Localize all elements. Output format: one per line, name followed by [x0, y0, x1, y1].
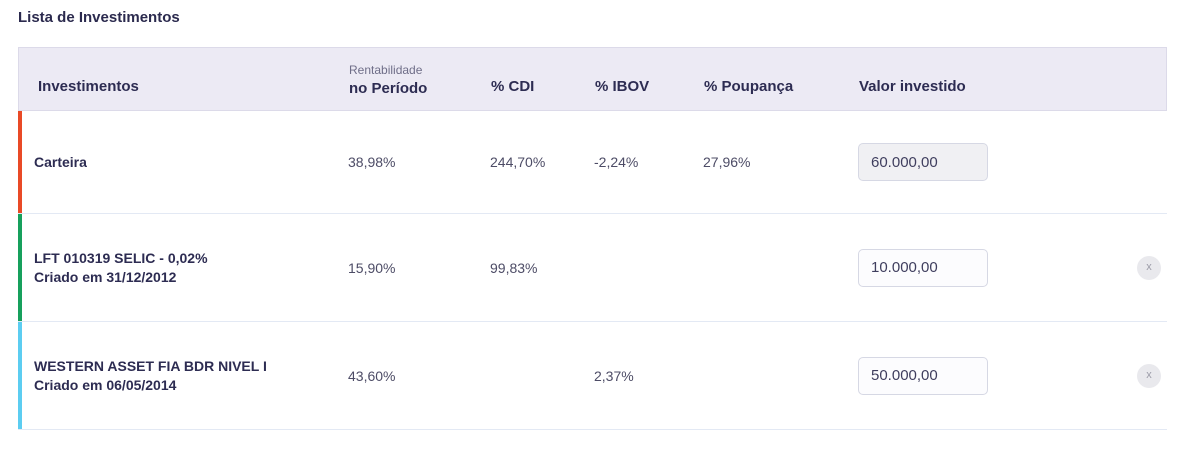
col-header-rentabilidade-label: Rentabilidade: [349, 63, 423, 77]
cdi-value: 244,70%: [490, 154, 546, 170]
cdi-value: [490, 322, 594, 429]
valor-investido-cell: [858, 111, 1008, 213]
rentabilidade-value: 38,98%: [348, 154, 396, 170]
col-header-ibov: % IBOV: [595, 78, 650, 95]
invested-amount-input[interactable]: [858, 356, 988, 395]
invested-amount-input[interactable]: [858, 248, 988, 287]
col-header-valor-investido: Valor investido: [859, 78, 966, 95]
investment-created-date: Criado em 31/12/2012: [34, 268, 177, 285]
valor-investido-cell: [858, 214, 1008, 321]
valor-investido-cell: [858, 322, 1008, 429]
table-row-carteira: Carteira 38,98% 244,70% -2,24% 27,96%: [18, 111, 1167, 214]
col-header-no-periodo-label: no Período: [349, 80, 428, 97]
remove-investment-button[interactable]: x: [1137, 255, 1161, 280]
col-header-rentabilidade-no-periodo: Rentabilidade no Período: [349, 48, 491, 110]
actions-cell: [1008, 111, 1167, 213]
col-header-poupanca: % Poupança: [704, 78, 794, 95]
row-accent-bar: [18, 322, 22, 429]
poupanca-value: 27,96%: [703, 154, 751, 170]
page-title: Lista de Investimentos: [18, 9, 180, 26]
table-header: Investimentos Rentabilidade no Período %…: [18, 47, 1167, 111]
investments-page: Lista de Investimentos Investimentos Ren…: [18, 9, 1167, 430]
cdi-value: 99,83%: [490, 259, 538, 276]
row-accent-bar: [18, 214, 22, 321]
investment-name-cell: Carteira: [18, 111, 348, 213]
investment-name: Carteira: [34, 153, 87, 170]
investment-name: LFT 010319 SELIC - 0,02%: [34, 249, 208, 266]
ibov-value: [594, 214, 703, 321]
table-row-western-asset: WESTERN ASSET FIA BDR NIVEL I Criado em …: [18, 322, 1167, 430]
actions-cell: x: [1008, 322, 1167, 429]
rentabilidade-value: 15,90%: [348, 259, 396, 276]
investment-name: WESTERN ASSET FIA BDR NIVEL I: [34, 357, 267, 374]
actions-cell: x: [1008, 214, 1167, 321]
investment-created-date: Criado em 06/05/2014: [34, 376, 177, 393]
investment-name-cell: LFT 010319 SELIC - 0,02% Criado em 31/12…: [18, 214, 348, 321]
ibov-value: -2,24%: [594, 154, 639, 170]
col-header-actions: [1009, 48, 1166, 110]
table-row-lft: LFT 010319 SELIC - 0,02% Criado em 31/12…: [18, 214, 1167, 322]
col-header-cdi: % CDI: [491, 78, 535, 95]
rentabilidade-value: 43,60%: [348, 367, 396, 384]
invested-amount-input[interactable]: [858, 143, 988, 181]
remove-investment-button[interactable]: x: [1137, 363, 1161, 388]
row-accent-bar: [18, 111, 22, 213]
col-header-investimentos: Investimentos: [38, 78, 139, 95]
investment-name-cell: WESTERN ASSET FIA BDR NIVEL I Criado em …: [18, 322, 348, 429]
ibov-value: 2,37%: [594, 367, 634, 384]
investments-table: Investimentos Rentabilidade no Período %…: [18, 47, 1167, 430]
poupanca-value: [703, 322, 858, 429]
poupanca-value: [703, 214, 858, 321]
